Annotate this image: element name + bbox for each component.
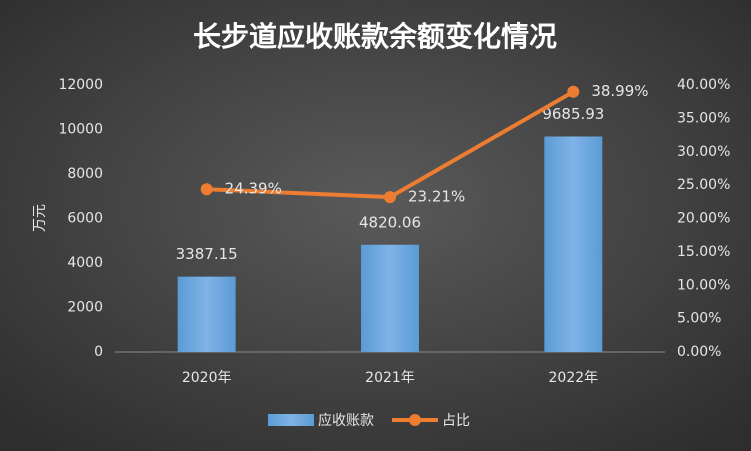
legend-swatch (268, 414, 314, 426)
line-marker (567, 85, 580, 98)
y-tick-label: 12000 (58, 77, 103, 93)
chart-title: 长步道应收账款余额变化情况 (193, 20, 557, 53)
y-tick-label: 2000 (67, 300, 103, 316)
y2-tick-label: 40.00% (677, 77, 730, 93)
y2-tick-label: 35.00% (677, 110, 730, 126)
data-label: 23.21% (408, 188, 465, 206)
y-tick-label: 6000 (67, 211, 103, 227)
data-label: 3387.15 (176, 245, 238, 263)
legend-swatch (409, 414, 421, 426)
legend-label: 应收账款 (318, 412, 374, 429)
y2-tick-label: 30.00% (677, 144, 730, 160)
bar (177, 276, 236, 352)
y2-tick-label: 0.00% (677, 344, 721, 360)
data-label: 9685.93 (542, 105, 604, 123)
y-tick-label: 0 (94, 344, 103, 360)
y-axis-label: 万元 (32, 204, 48, 232)
data-label: 38.99% (591, 82, 648, 100)
y2-tick-label: 10.00% (677, 277, 730, 293)
x-tick-label: 2020年 (182, 370, 232, 386)
x-tick-label: 2021年 (365, 370, 415, 386)
y-tick-label: 4000 (67, 255, 103, 271)
legend-label: 占比 (442, 413, 470, 429)
y2-tick-label: 20.00% (677, 211, 730, 227)
y-tick-label: 8000 (67, 166, 103, 182)
y2-tick-label: 15.00% (677, 244, 730, 260)
bar (544, 136, 603, 352)
y-tick-label: 10000 (58, 122, 103, 138)
x-tick-label: 2022年 (549, 370, 599, 386)
data-label: 4820.06 (359, 213, 421, 231)
line-marker (200, 183, 213, 196)
line-marker (384, 191, 396, 204)
data-label: 24.39% (225, 180, 282, 198)
y2-tick-label: 5.00% (677, 311, 721, 327)
y2-tick-label: 25.00% (677, 177, 730, 193)
bar (361, 244, 419, 352)
